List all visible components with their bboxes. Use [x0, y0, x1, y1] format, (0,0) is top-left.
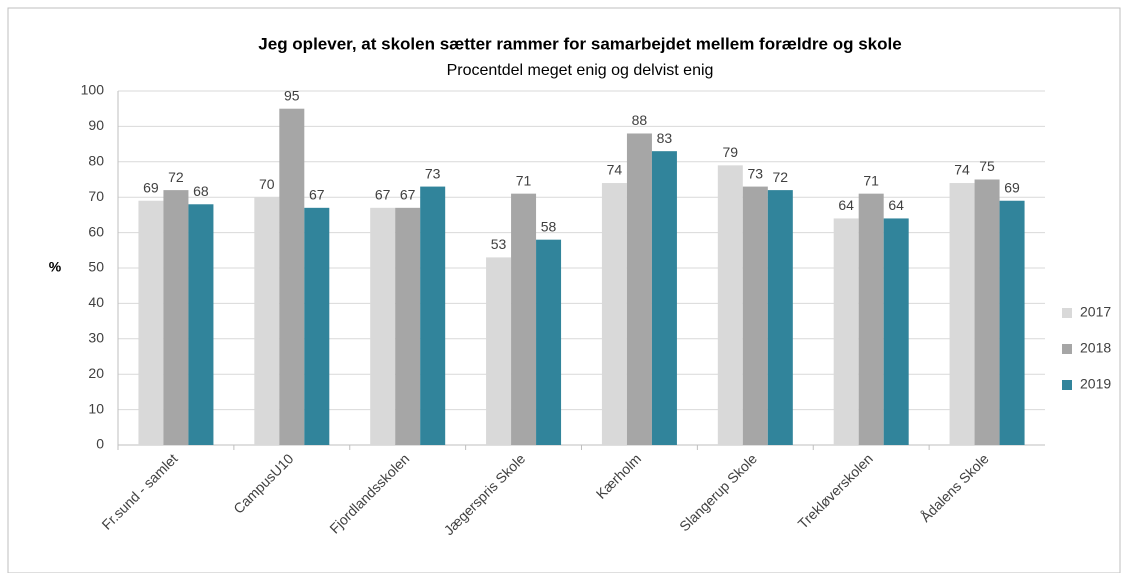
bar — [395, 207, 421, 445]
data-label: 67 — [309, 187, 325, 203]
bar — [767, 190, 793, 445]
data-label: 70 — [259, 176, 275, 192]
y-tick-label: 30 — [88, 330, 104, 346]
data-label: 73 — [425, 165, 441, 181]
chart-frame — [7, 7, 1121, 573]
y-tick-label: 80 — [88, 153, 104, 169]
chart-subtitle: Procentdel meget enig og delvist enig — [447, 62, 714, 79]
data-label: 64 — [838, 197, 854, 213]
data-label: 72 — [168, 169, 184, 185]
data-label: 64 — [888, 197, 904, 213]
bar — [370, 207, 396, 445]
data-label: 74 — [607, 162, 623, 178]
data-label: 95 — [284, 87, 300, 103]
bar — [601, 183, 627, 446]
data-label: 83 — [657, 130, 673, 146]
bar — [163, 190, 189, 445]
data-label: 58 — [541, 218, 557, 234]
legend-swatch — [1062, 344, 1072, 354]
data-label: 69 — [1004, 179, 1020, 195]
data-label: 75 — [979, 158, 995, 174]
x-tick-label: Fr.sund - samlet — [98, 450, 180, 532]
bar — [742, 186, 768, 445]
y-axis-label: % — [49, 259, 62, 275]
data-label: 68 — [193, 183, 209, 199]
x-tick-label: Jægerspris Skole — [441, 450, 529, 538]
bar — [138, 200, 164, 445]
bar — [999, 200, 1025, 445]
bar — [833, 218, 859, 445]
y-tick-label: 90 — [88, 117, 104, 133]
x-tick-label: CampusU10 — [230, 450, 296, 516]
data-label: 71 — [516, 172, 532, 188]
x-tick-label: Ådalens Skole — [917, 450, 992, 525]
y-tick-label: 0 — [96, 436, 104, 452]
bar — [949, 183, 975, 446]
x-tick-label: Fjordlandsskolen — [326, 450, 412, 536]
bar — [883, 218, 909, 445]
bar — [536, 239, 562, 445]
x-tick-label: Slangerup Skole — [676, 450, 760, 534]
y-tick-label: 70 — [88, 188, 104, 204]
bar — [651, 151, 677, 445]
legend-swatch — [1062, 308, 1072, 318]
bar — [486, 257, 512, 445]
data-label: 72 — [773, 169, 789, 185]
chart-title: Jeg oplever, at skolen sætter rammer for… — [258, 34, 901, 53]
bar — [420, 186, 446, 445]
y-tick-label: 60 — [88, 223, 104, 239]
data-label: 73 — [748, 165, 764, 181]
data-label: 79 — [723, 144, 739, 160]
legend-swatch — [1062, 380, 1072, 390]
x-tick-label: Trekløverskolen — [795, 450, 876, 531]
data-label: 53 — [491, 236, 507, 252]
data-label: 71 — [863, 172, 879, 188]
data-label: 67 — [400, 187, 416, 203]
legend-label: 2019 — [1080, 376, 1111, 392]
y-tick-label: 20 — [88, 365, 104, 381]
data-label: 74 — [954, 162, 970, 178]
x-tick-label: Kærholm — [593, 450, 644, 501]
y-tick-label: 40 — [88, 294, 104, 310]
data-label: 67 — [375, 187, 391, 203]
bar — [858, 193, 884, 445]
data-label: 88 — [632, 112, 648, 128]
bar — [254, 197, 280, 445]
y-tick-label: 50 — [88, 259, 104, 275]
y-tick-label: 100 — [81, 82, 105, 98]
bar — [188, 204, 214, 445]
bar — [511, 193, 537, 445]
bar — [974, 179, 1000, 445]
bar — [279, 108, 305, 445]
bar — [304, 207, 330, 445]
bar — [626, 133, 652, 446]
legend-label: 2017 — [1080, 304, 1111, 320]
bar — [717, 165, 743, 445]
legend-label: 2018 — [1080, 340, 1111, 356]
data-label: 69 — [143, 179, 159, 195]
y-tick-label: 10 — [88, 400, 104, 416]
